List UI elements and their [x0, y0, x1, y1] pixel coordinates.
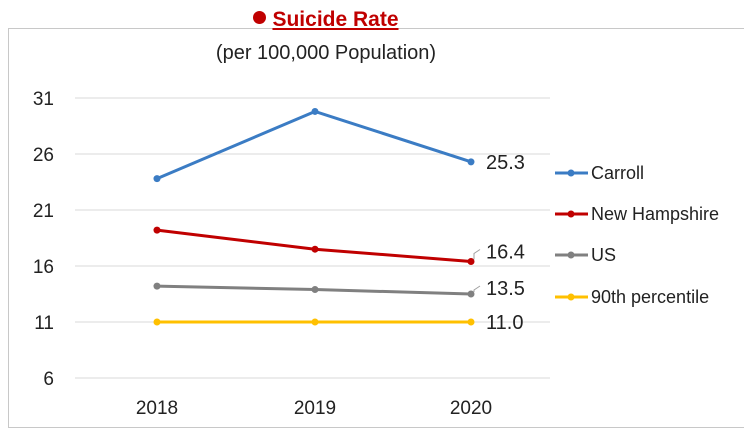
data-label: 16.4 — [486, 242, 525, 264]
legend-label: US — [591, 245, 616, 265]
data-point — [153, 282, 161, 290]
data-label: 11.0 — [486, 312, 523, 334]
legend-marker — [567, 251, 575, 259]
data-point — [467, 158, 475, 166]
data-point — [153, 318, 161, 326]
chart-subtitle: (per 100,000 Population) — [215, 42, 437, 64]
data-point — [311, 245, 319, 253]
data-point — [467, 258, 475, 266]
chart-title-text: Suicide Rate — [272, 8, 399, 31]
x-tick-label: 2020 — [450, 398, 492, 419]
x-tick-label: 2019 — [294, 398, 336, 419]
data-label: 25.3 — [486, 152, 525, 174]
y-tick-label: 11 — [34, 313, 54, 334]
chart-title: Suicide Rate — [0, 8, 652, 32]
y-tick-label: 21 — [33, 201, 54, 222]
data-point — [311, 318, 319, 326]
data-point — [467, 290, 475, 298]
x-tick-label: 2018 — [136, 398, 178, 419]
data-point — [467, 318, 475, 326]
data-point — [153, 226, 161, 234]
title-bullet-icon — [253, 11, 267, 24]
data-point — [311, 107, 319, 115]
series-line-carroll — [156, 109, 472, 181]
legend-marker — [567, 210, 575, 218]
data-point — [311, 286, 319, 294]
legend-label: New Hampshire — [591, 204, 719, 224]
leader-line — [473, 285, 481, 292]
data-label: 13.5 — [486, 278, 525, 300]
y-tick-label: 31 — [33, 89, 54, 110]
leader-line — [473, 249, 481, 260]
legend-label: 90th percentile — [591, 287, 709, 307]
y-tick-label: 16 — [33, 257, 54, 278]
y-tick-label: 6 — [43, 369, 54, 390]
data-point — [153, 175, 161, 183]
legend-marker — [567, 169, 575, 177]
legend-label: Carroll — [591, 163, 644, 183]
series-line-new-hampshire — [156, 228, 472, 264]
y-tick-label: 26 — [33, 145, 54, 166]
legend-marker — [567, 293, 575, 301]
